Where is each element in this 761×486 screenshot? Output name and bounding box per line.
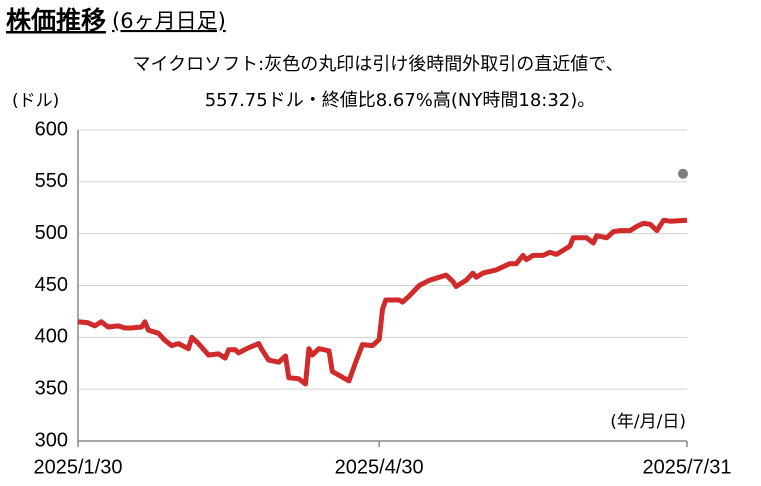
y-unit-label: (ドル) (12, 91, 59, 111)
y-tick-label: 550 (35, 170, 68, 192)
title-suffix: (6ヶ月日足) (112, 9, 226, 33)
x-unit-label: (年/月/日) (610, 412, 686, 432)
x-tick-label: 2025/1/30 (34, 456, 123, 478)
after-hours-dot (678, 168, 688, 179)
y-tick-label: 500 (35, 222, 68, 244)
y-tick-label: 450 (35, 274, 68, 296)
y-tick-label: 400 (35, 326, 68, 348)
chart-title: 株価推移 (6ヶ月日足) (6, 6, 226, 35)
y-tick-label: 350 (35, 377, 68, 399)
subtitle: マイクロソフト:灰色の丸印は引け後時間外取引の直近値で、 (133, 54, 624, 75)
subtitle: 557.75ドル・終値比8.67%高(NY時間18:32)。 (205, 90, 596, 111)
y-tick-label: 600 (35, 118, 68, 140)
x-tick-label: 2025/4/30 (335, 456, 424, 478)
x-tick-label: 2025/7/31 (643, 456, 732, 478)
price-line (77, 217, 688, 387)
title-main: 株価推移 (6, 6, 106, 35)
y-tick-label: 300 (35, 429, 68, 451)
